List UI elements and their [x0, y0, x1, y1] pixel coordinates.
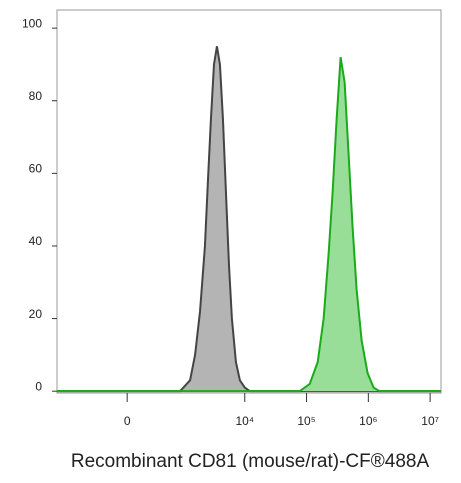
x-tick-label: 10⁴ [236, 414, 255, 428]
x-tick-label: 10⁵ [297, 414, 315, 428]
x-tick-label: 0 [124, 414, 131, 428]
y-tick-label: 100 [22, 16, 42, 30]
x-tick-label: 10⁶ [359, 414, 377, 428]
x-tick-label: 10⁷ [421, 414, 439, 428]
histogram-area [57, 46, 441, 393]
plot-frame [56, 9, 442, 394]
y-tick-label: 80 [29, 89, 43, 103]
x-axis-label: Recombinant CD81 (mouse/rat)-CF®488A [71, 451, 430, 472]
histogram-area [57, 57, 441, 393]
y-tick-label: 60 [29, 162, 43, 176]
y-tick-label: 0 [35, 379, 42, 393]
y-tick-label: 20 [29, 307, 43, 321]
y-tick-label: 40 [29, 234, 43, 248]
